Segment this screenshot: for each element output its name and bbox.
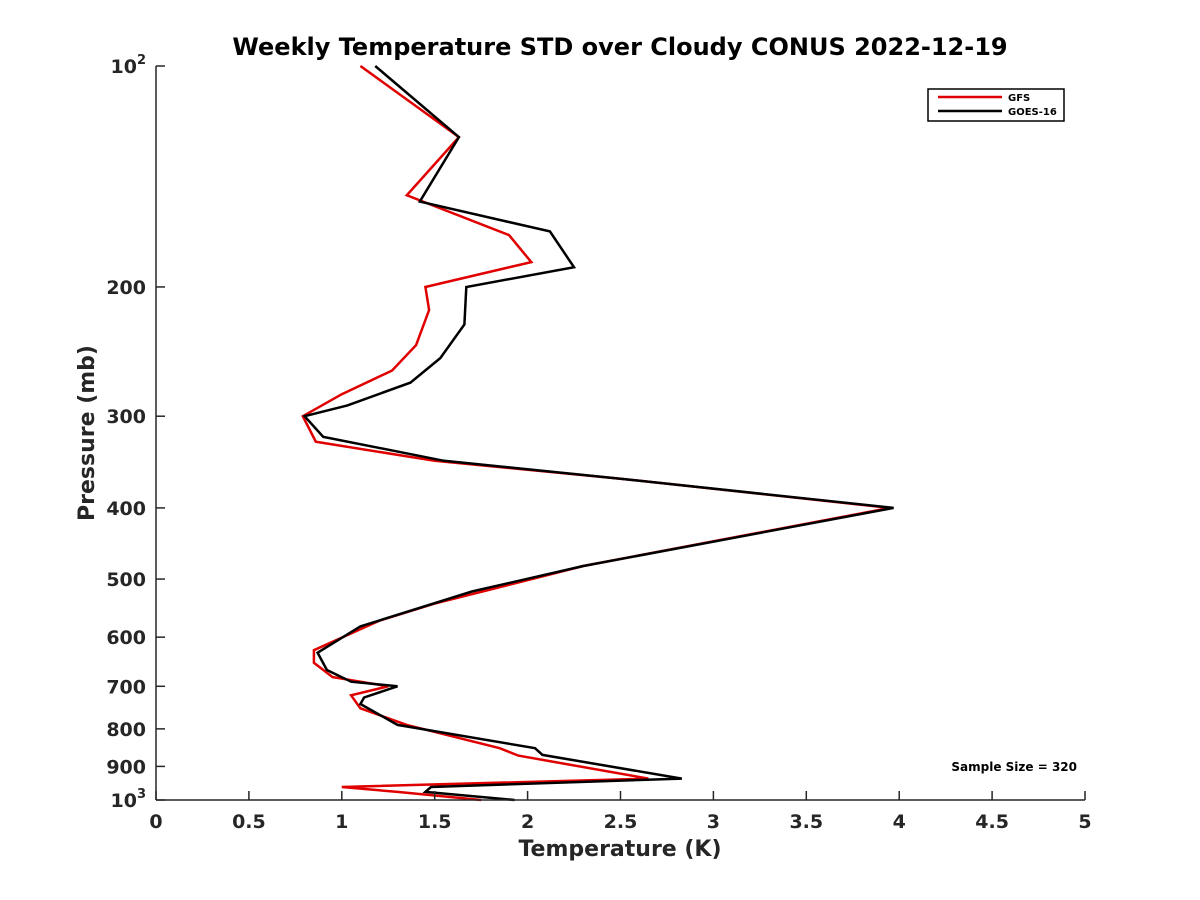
legend-box: [927, 88, 1065, 122]
y-tick-label: 102: [111, 53, 147, 78]
y-tick-base: 300: [106, 406, 146, 428]
x-axis-ticks: 0 0.5 1 1.5 2 2.5 3 3.5 4 4.5 5: [149, 791, 1092, 833]
y-tick-label: 500: [106, 569, 146, 591]
x-tick-label: 2: [521, 811, 534, 833]
legend: GFS GOES-16: [927, 88, 1065, 122]
x-tick-label: 1.5: [418, 811, 452, 833]
y-tick-base: 800: [106, 719, 146, 741]
y-tick-label: 400: [106, 498, 146, 520]
y-tick-label: 600: [106, 627, 146, 649]
y-tick-label: 200: [106, 277, 146, 299]
legend-label-gfs: GFS: [1008, 93, 1030, 104]
y-tick-exponent: 2: [137, 53, 146, 68]
y-axis-label: Pressure (mb): [75, 345, 100, 521]
y-tick-label: 900: [106, 756, 146, 778]
x-tick-label: 0.5: [232, 811, 266, 833]
x-tick-label: 4.5: [975, 811, 1009, 833]
sample-size-annotation: Sample Size = 320: [951, 760, 1077, 774]
x-tick-label: 4: [893, 811, 906, 833]
y-tick-label: 300: [106, 406, 146, 428]
plot-area: 0 0.5 1 1.5 2 2.5 3 3.5 4 4.5 5 102200300400500600…: [106, 53, 1091, 833]
y-tick-base: 600: [106, 627, 146, 649]
x-tick-label: 1: [335, 811, 348, 833]
y-tick-base: 400: [106, 498, 146, 520]
legend-label-goes16: GOES-16: [1008, 107, 1057, 118]
y-tick-base: 10: [111, 790, 137, 812]
y-tick-base: 900: [106, 756, 146, 778]
y-tick-label: 800: [106, 719, 146, 741]
y-tick-base: 200: [106, 277, 146, 299]
y-tick-base: 10: [111, 56, 137, 78]
series-layer: [301, 64, 894, 802]
y-tick-base: 700: [106, 676, 146, 698]
y-tick-base: 500: [106, 569, 146, 591]
series-line-goes16: [302, 65, 894, 802]
y-tick-label: 700: [106, 676, 146, 698]
chart-title: Weekly Temperature STD over Cloudy CONUS…: [232, 33, 1007, 61]
x-axis-label: Temperature (K): [518, 837, 721, 862]
x-tick-label: 5: [1078, 811, 1091, 833]
y-tick-exponent: 3: [137, 787, 146, 802]
x-tick-label: 0: [149, 811, 162, 833]
x-tick-label: 2.5: [604, 811, 638, 833]
x-tick-label: 3: [707, 811, 720, 833]
x-tick-label: 3.5: [789, 811, 823, 833]
y-tick-label: 103: [111, 787, 147, 812]
